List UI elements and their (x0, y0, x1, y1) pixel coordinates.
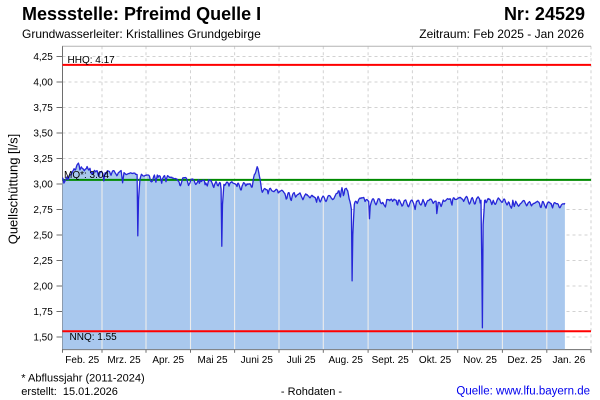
svg-text:2,50: 2,50 (33, 231, 53, 242)
svg-text:Messstelle: Pfreimd Quelle I: Messstelle: Pfreimd Quelle I (22, 4, 261, 24)
svg-text:Aug. 25: Aug. 25 (328, 355, 363, 366)
svg-text:3,75: 3,75 (33, 103, 53, 114)
svg-text:Nov. 25: Nov. 25 (463, 355, 497, 366)
svg-text:Zeitraum: Feb 2025 - Jan 2026: Zeitraum: Feb 2025 - Jan 2026 (419, 27, 584, 41)
svg-text:Mai 25: Mai 25 (198, 355, 228, 366)
svg-text:Sept. 25: Sept. 25 (372, 355, 410, 366)
svg-text:Jan. 26: Jan. 26 (552, 355, 585, 366)
svg-text:Grundwasserleiter: Kristalline: Grundwasserleiter: Kristallines Grundgeb… (22, 27, 261, 41)
svg-text:1,50: 1,50 (33, 333, 53, 344)
svg-text:2,75: 2,75 (33, 205, 53, 216)
svg-text:3,25: 3,25 (33, 154, 53, 165)
svg-text:Juli 25: Juli 25 (287, 355, 316, 366)
svg-text:1,75: 1,75 (33, 307, 53, 318)
svg-text:3,50: 3,50 (33, 129, 53, 140)
svg-text:erstellt: 15.01.2026: erstellt: 15.01.2026 (21, 386, 118, 398)
svg-text:* Abflussjahr (2011-2024): * Abflussjahr (2011-2024) (21, 372, 144, 384)
svg-text:Juni 25: Juni 25 (241, 355, 274, 366)
svg-text:2,25: 2,25 (33, 256, 53, 267)
svg-text:4,00: 4,00 (33, 78, 53, 89)
svg-text:- Rohdaten -: - Rohdaten - (281, 386, 342, 398)
svg-text:Feb. 25: Feb. 25 (65, 355, 99, 366)
svg-text:4,25: 4,25 (33, 52, 53, 63)
svg-text:NNQ: 1.55: NNQ: 1.55 (70, 332, 118, 343)
svg-text:Quellschüttung [l/s]: Quellschüttung [l/s] (6, 134, 21, 245)
svg-text:3,00: 3,00 (33, 180, 53, 191)
svg-text:Apr. 25: Apr. 25 (152, 355, 184, 366)
svg-text:Mrz. 25: Mrz. 25 (107, 355, 141, 366)
svg-text:2,00: 2,00 (33, 282, 53, 293)
svg-text:Quelle: www.lfu.bayern.de: Quelle: www.lfu.bayern.de (456, 386, 590, 398)
svg-text:MQ*: 3.04: MQ*: 3.04 (64, 170, 109, 181)
svg-text:Dez. 25: Dez. 25 (507, 355, 542, 366)
svg-text:Okt. 25: Okt. 25 (419, 355, 452, 366)
svg-text:HHQ: 4.17: HHQ: 4.17 (68, 55, 116, 66)
svg-text:Nr: 24529: Nr: 24529 (504, 4, 585, 24)
